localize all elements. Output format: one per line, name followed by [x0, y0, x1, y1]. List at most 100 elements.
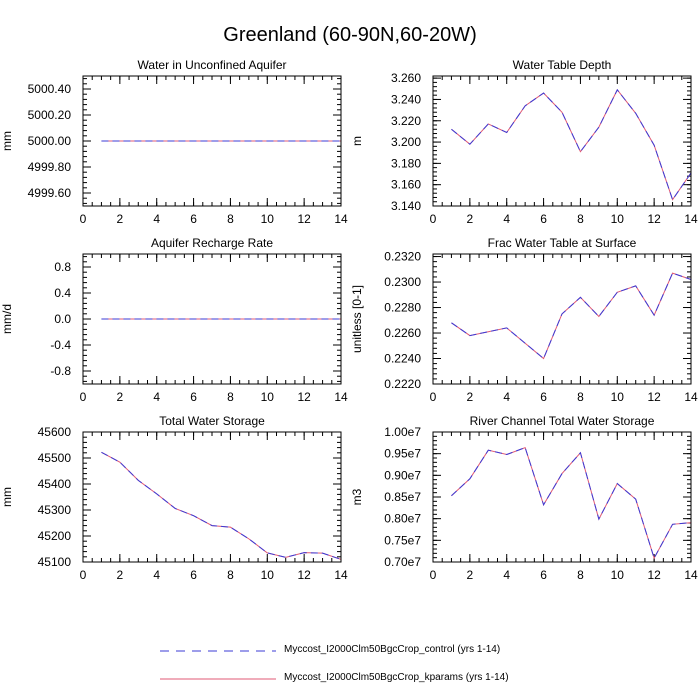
- x-tick-label: 6: [190, 390, 197, 404]
- x-tick-label: 12: [647, 568, 661, 582]
- chart-title: Aquifer Recharge Rate: [151, 236, 273, 250]
- plot-frame: [432, 253, 692, 385]
- x-tick-label: 0: [430, 212, 437, 226]
- x-tick-label: 6: [540, 568, 547, 582]
- chart-panel: Water in Unconfined Aquifer mm 0 2 4 6 8 10 12 14…: [0, 58, 348, 226]
- y-tick-label: 4999.60: [28, 186, 72, 200]
- x-tick-label: 2: [117, 568, 124, 582]
- x-tick-label: 2: [467, 212, 474, 226]
- x-tick-label: 2: [117, 390, 124, 404]
- x-tick-label: 8: [577, 568, 584, 582]
- y-tick-label: 0.2260: [384, 326, 421, 340]
- x-tick-label: 6: [190, 212, 197, 226]
- x-tick-label: 14: [684, 212, 698, 226]
- y-tick-label: 4999.80: [28, 160, 72, 174]
- series-line-kparams: [451, 88, 692, 201]
- chart-title: Water in Unconfined Aquifer: [138, 58, 287, 72]
- legend-label-kparams: Myccost_I2000Clm50BgcCrop_kparams (yrs 1…: [284, 672, 509, 683]
- x-tick-label: 14: [334, 390, 348, 404]
- x-tick-label: 10: [261, 568, 275, 582]
- chart-panel: Frac Water Table at Surface unitless [0-1…: [350, 236, 698, 404]
- x-tick-label: 12: [297, 212, 311, 226]
- chart-title: Total Water Storage: [159, 414, 265, 428]
- y-tick-label: 3.260: [391, 71, 421, 85]
- x-tick-label: 0: [80, 390, 87, 404]
- x-tick-label: 4: [153, 212, 160, 226]
- y-tick-label: 0.2220: [384, 377, 421, 391]
- y-tick-label: 5000.00: [28, 134, 72, 148]
- series-line-control: [451, 88, 692, 201]
- y-axis-label: m3: [350, 488, 364, 505]
- x-tick-label: 4: [503, 390, 510, 404]
- plot-frame: [432, 75, 692, 207]
- x-tick-label: 8: [227, 212, 234, 226]
- y-axis-label: mm/d: [0, 304, 14, 334]
- x-tick-label: 12: [297, 568, 311, 582]
- y-tick-label: 45500: [38, 451, 72, 465]
- x-tick-label: 2: [117, 212, 124, 226]
- x-tick-label: 8: [577, 212, 584, 226]
- x-tick-label: 14: [684, 390, 698, 404]
- x-tick-label: 8: [577, 390, 584, 404]
- x-tick-label: 6: [540, 390, 547, 404]
- chart-title: River Channel Total Water Storage: [470, 414, 655, 428]
- x-tick-label: 8: [227, 390, 234, 404]
- x-tick-label: 14: [684, 568, 698, 582]
- y-tick-label: 0.95e7: [384, 447, 421, 461]
- y-tick-label: 3.180: [391, 156, 421, 170]
- chart-panel: Water Table Depth m 0 2 4 6 8 10 12 14 3.140 3.160 3…: [350, 58, 698, 226]
- y-tick-label: 3.240: [391, 92, 421, 106]
- y-tick-label: 0.4: [54, 286, 71, 300]
- series-line-kparams: [451, 272, 692, 360]
- x-tick-label: 10: [611, 212, 625, 226]
- x-tick-label: 2: [467, 568, 474, 582]
- x-tick-label: 10: [261, 390, 275, 404]
- plot-frame: [82, 253, 342, 385]
- y-tick-label: 45400: [38, 477, 72, 491]
- x-tick-label: 10: [261, 212, 275, 226]
- y-tick-label: 0.2240: [384, 352, 421, 366]
- x-tick-label: 0: [80, 212, 87, 226]
- x-tick-label: 12: [297, 390, 311, 404]
- y-tick-label: 0.80e7: [384, 512, 421, 526]
- chart-panel: River Channel Total Water Storage m3 0 2 4 6 8…: [350, 414, 698, 582]
- x-tick-label: 14: [334, 568, 348, 582]
- legend-swatch-control: [160, 650, 276, 652]
- x-tick-label: 12: [647, 390, 661, 404]
- y-tick-label: 3.140: [391, 199, 421, 213]
- x-tick-label: 10: [611, 390, 625, 404]
- y-tick-label: 5000.20: [28, 108, 72, 122]
- plot-frame: [432, 431, 692, 563]
- series-line-control: [101, 451, 342, 560]
- x-tick-label: 4: [503, 568, 510, 582]
- chart-panel: Aquifer Recharge Rate mm/d 0 2 4 6 8 10 12 14 -0.8…: [0, 236, 348, 404]
- y-tick-label: 0.85e7: [384, 490, 421, 504]
- y-tick-label: -0.8: [50, 364, 71, 378]
- y-tick-label: 3.220: [391, 114, 421, 128]
- chart-title: Frac Water Table at Surface: [488, 236, 637, 250]
- y-axis-label: mm: [0, 131, 14, 151]
- figure-title: Greenland (60-90N,60-20W): [223, 24, 477, 46]
- x-tick-label: 12: [647, 212, 661, 226]
- series-line-kparams: [451, 446, 692, 560]
- y-tick-label: 0.90e7: [384, 468, 421, 482]
- chart-title: Water Table Depth: [513, 58, 612, 72]
- y-axis-label: unitless [0-1]: [350, 285, 364, 353]
- x-tick-label: 4: [153, 568, 160, 582]
- x-tick-label: 4: [503, 212, 510, 226]
- y-tick-label: 0.0: [54, 312, 71, 326]
- y-tick-label: 0.2280: [384, 301, 421, 315]
- x-tick-label: 4: [153, 390, 160, 404]
- y-tick-label: 0.75e7: [384, 533, 421, 547]
- x-tick-label: 6: [190, 568, 197, 582]
- y-tick-label: 45100: [38, 555, 72, 569]
- x-tick-label: 0: [80, 568, 87, 582]
- y-tick-label: -0.4: [50, 338, 71, 352]
- y-tick-label: 0.8: [54, 260, 71, 274]
- series-line-kparams: [101, 451, 342, 560]
- y-tick-label: 5000.40: [28, 82, 72, 96]
- x-tick-label: 14: [334, 212, 348, 226]
- y-tick-label: 45600: [38, 425, 72, 439]
- legend-label-control: Myccost_I2000Clm50BgcCrop_control (yrs 1…: [284, 644, 501, 655]
